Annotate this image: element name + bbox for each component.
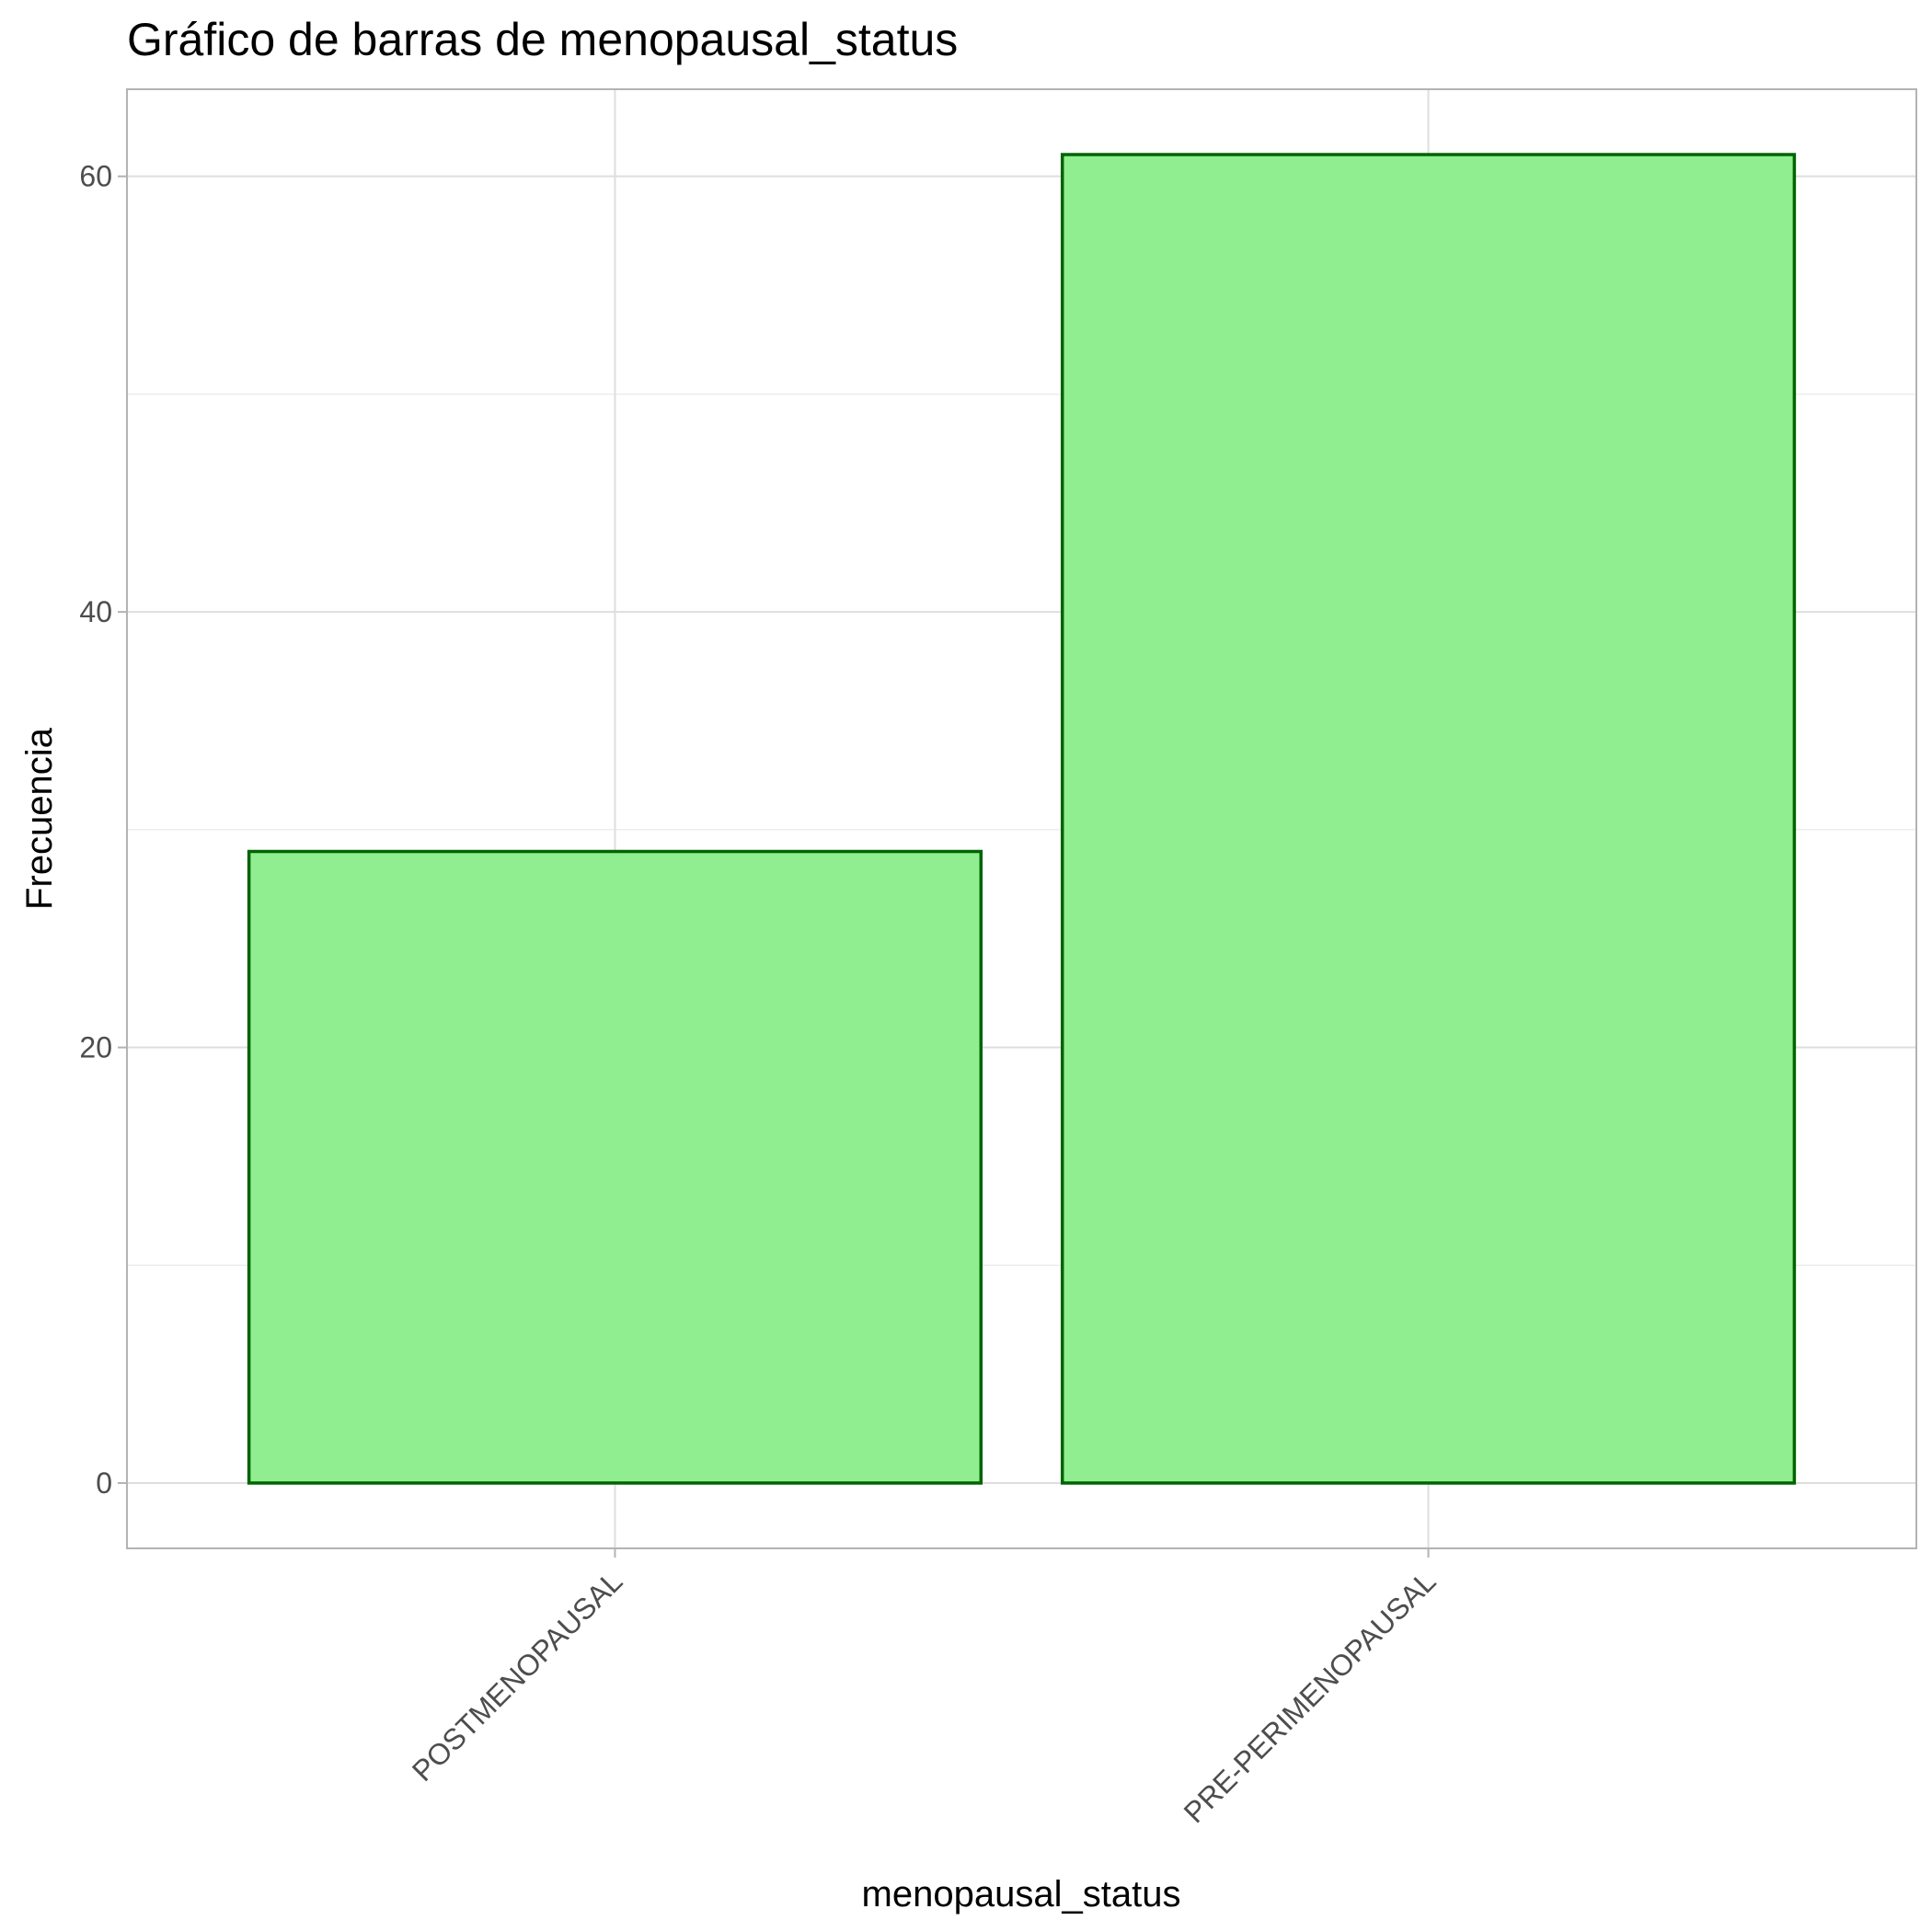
x-axis-tick-labels: POSTMENOPAUSAL PRE-PERIMENOPAUSAL — [406, 1564, 1443, 1829]
bars — [247, 153, 1797, 1485]
axis-ticks — [118, 175, 1430, 1558]
y-tick-label: 20 — [79, 1031, 112, 1064]
plot-panel-border — [126, 88, 1917, 1549]
y-tick-label: 60 — [79, 160, 112, 193]
x-axis-title: menopausal_status — [862, 1874, 1181, 1915]
y-tick-label: 0 — [96, 1466, 112, 1500]
x-tick-label: PRE-PERIMENOPAUSAL — [1178, 1564, 1443, 1829]
y-axis-title: Frecuencia — [19, 727, 60, 910]
x-tick-label: POSTMENOPAUSAL — [406, 1564, 629, 1788]
chart-title: Gráfico de barras de menopausal_status — [127, 14, 958, 65]
bar-pre-perimenopausal — [1060, 153, 1797, 1485]
y-axis-tick-labels: 0 20 40 60 — [79, 160, 112, 1500]
y-tick-label: 40 — [79, 595, 112, 628]
bar-postmenopausal — [247, 849, 983, 1485]
